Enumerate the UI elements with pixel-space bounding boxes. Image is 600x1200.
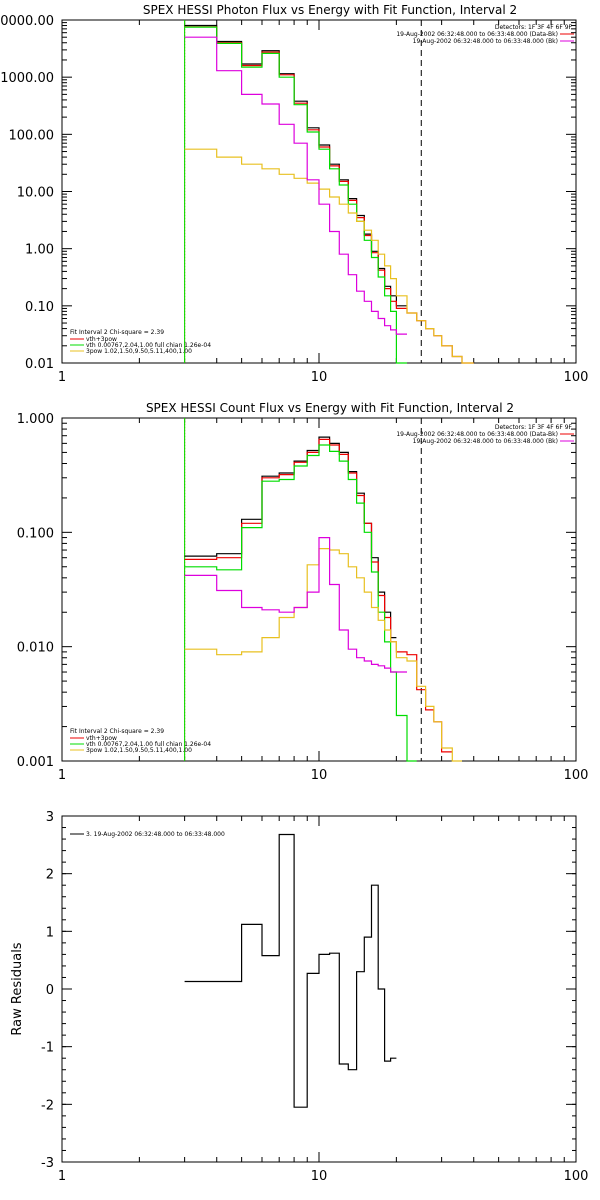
legend-residual-label: 3. 19-Aug-2002 06:32:48.000 to 06:33:48.… [86,831,225,838]
x-tick-label: 1 [58,1169,66,1184]
series-3pow [184,548,462,762]
x-tick-label: 10 [311,768,328,783]
y-tick-label: 10.00 [17,186,54,201]
series-bk [184,537,407,673]
legend-bk-interval: 19-Aug-2002 06:32:48.000 to 06:33:48.000… [413,38,558,45]
y-tick-label: 0.10 [25,300,54,315]
plot-frame [61,815,577,1163]
y-tick-label: -2 [41,1098,54,1113]
chart-title: SPEX HESSI Count Flux vs Energy with Fit… [146,401,514,415]
reference-lines [184,20,422,363]
y-tick-label: 3 [46,810,54,825]
y-tick-label: 0.100 [17,526,54,541]
legend-detectors: Detectors: 1F 3F 4F 6F 9F [495,24,573,31]
y-tick-label: 1.000 [17,412,54,427]
y-tick-label: 0.01 [25,357,54,372]
legend-top: Detectors: 1F 3F 4F 6F 9F 19-Aug-2002 06… [396,24,574,45]
y-tick-label: 1.00 [25,243,54,258]
count-flux-chart: SPEX HESSI Count Flux vs Energy with Fit… [17,401,589,783]
legend-fit: Fit Interval 2 Chi-square = 2.39 vth+3po… [70,728,211,754]
legend-fit-header: Fit Interval 2 Chi-square = 2.39 [70,329,164,336]
legend-vth-label: vth 0.00767,2.04,1.00 full chian 1.26e-0… [86,741,211,748]
legend-total-label: vth+3pow [86,735,117,742]
residuals-chart: Raw Residuals 1 10 100 -3 -2 -1 0 1 2 3 3. 19-Aug… [10,810,588,1184]
series-bk [184,36,407,335]
legend-residual: 3. 19-Aug-2002 06:32:48.000 to 06:33:48.… [70,831,225,838]
axis-ticks: 1 10 100 0.01 0.10 1.00 10.00 100.00 1000.00 0000… [0,14,588,385]
y-tick-label: 0 [46,983,54,998]
series-data [184,24,407,307]
y-tick-label: -1 [41,1041,54,1056]
reference-lines [184,418,422,761]
y-tick-label: 0.001 [17,755,54,770]
legend-3pow-label: 3pow 1.02,1.50,9.50,5.11,400,1.00 [86,747,192,754]
y-tick-label: -3 [41,1156,54,1171]
series-3pow [184,148,474,364]
x-tick-label: 1 [58,370,66,385]
legend-top: Detectors: 1F 3F 4F 6F 9F 19-Aug-2002 06… [396,424,574,445]
axis-ticks: 1 10 100 -3 -2 -1 0 1 2 3 [41,810,588,1184]
y-tick-label: 2 [46,868,54,883]
legend-total-label: vth+3pow [86,336,117,343]
x-tick-label: 100 [564,1169,589,1184]
y-tick-label: 1000.00 [0,71,54,86]
legend-detectors: Detectors: 1F 3F 4F 6F 9F [495,424,573,431]
y-axis-label: Raw Residuals [10,942,25,1035]
legend-data-interval: 19-Aug-2002 06:32:48.000 to 06:33:48.000… [396,31,558,38]
chart-title: SPEX HESSI Photon Flux vs Energy with Fi… [143,3,517,17]
y-tick-label: 0000.00 [0,14,54,29]
legend-bk-interval: 19-Aug-2002 06:32:48.000 to 06:33:48.000… [413,438,558,445]
legend-vth-label: vth 0.00767,2.04,1.00 full chian 1.26e-0… [86,342,211,349]
legend-3pow-label: 3pow 1.02,1.50,9.50,5.11,400,1.00 [86,348,192,355]
series-data [184,436,397,639]
legend-fit: Fit Interval 2 Chi-square = 2.39 vth+3po… [70,329,211,355]
series-3-19-aug-2002-06-32-48-000-to-06-33-48-000 [184,833,397,1108]
axis-ticks: 1 10 100 0.001 0.010 0.100 1.000 [17,412,589,783]
series-vth [184,444,417,762]
series-vth [184,26,407,364]
series-group [184,436,462,762]
x-tick-label: 100 [564,768,589,783]
y-tick-label: 0.010 [17,641,54,656]
x-tick-label: 10 [311,1169,328,1184]
photon-flux-chart: SPEX HESSI Photon Flux vs Energy with Fi… [0,3,588,385]
legend-fit-header: Fit Interval 2 Chi-square = 2.39 [70,728,164,735]
series-vth-3pow [184,438,453,753]
legend-data-interval: 19-Aug-2002 06:32:48.000 to 06:33:48.000… [396,431,558,438]
x-tick-label: 100 [564,370,589,385]
y-tick-label: 1 [46,925,54,940]
series-group [184,833,397,1108]
y-tick-label: 100.00 [9,128,55,143]
x-tick-label: 1 [58,768,66,783]
x-tick-label: 10 [311,370,328,385]
series-group [184,24,474,364]
